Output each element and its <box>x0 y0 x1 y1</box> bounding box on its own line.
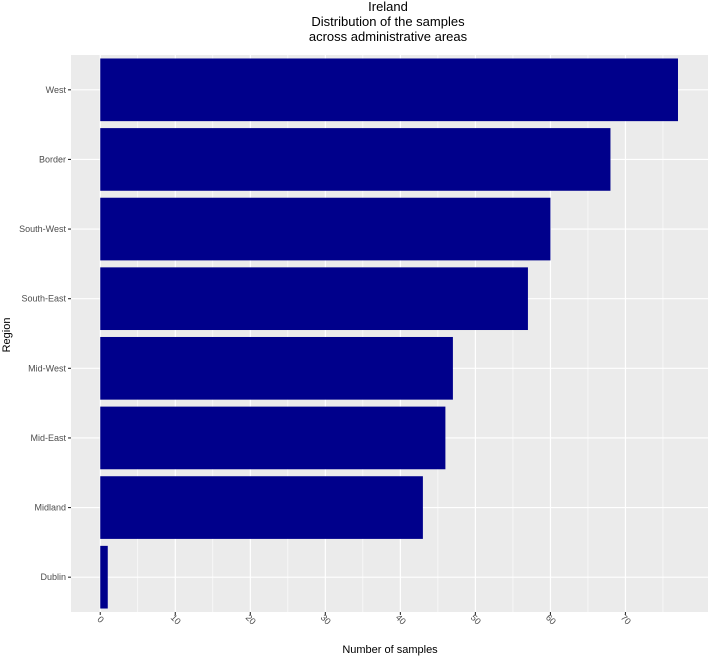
x-tick-label: 40 <box>394 612 408 626</box>
y-axis: West Border South-West South-East Mid-West Mi… <box>19 85 71 582</box>
x-tick-label: 60 <box>544 612 558 626</box>
chart-title: Ireland Distribution of the samples acro… <box>309 0 468 44</box>
y-tick-label: Mid-West <box>28 363 66 373</box>
bar-midland <box>100 476 423 539</box>
x-axis: 0 10 20 30 40 50 60 70 <box>95 612 633 627</box>
y-tick-label: West <box>46 85 67 95</box>
bar-south-west <box>100 197 551 261</box>
x-tick-label: 0 <box>95 614 106 625</box>
bars <box>100 58 678 609</box>
bar-dublin <box>100 545 108 609</box>
chart-title-line-1: Ireland <box>368 0 408 14</box>
y-tick-label: Mid-East <box>30 433 66 443</box>
bar-south-east <box>100 267 528 331</box>
x-tick-label: 50 <box>469 612 483 626</box>
x-axis-title: Number of samples <box>342 644 438 656</box>
x-tick-label: 70 <box>619 612 633 626</box>
y-tick-label: Midland <box>34 503 66 513</box>
y-axis-title: Region <box>1 318 13 353</box>
y-tick-label: Dublin <box>40 572 66 582</box>
chart-title-line-2: Distribution of the samples <box>311 14 465 29</box>
x-tick-label: 10 <box>169 612 183 626</box>
bar-mid-east <box>100 406 446 470</box>
y-tick-label: South-West <box>19 224 66 234</box>
x-tick-label: 20 <box>244 612 258 626</box>
y-tick-label: Border <box>39 154 66 164</box>
bar-mid-west <box>100 336 453 400</box>
bar-border <box>100 128 611 191</box>
chart-title-line-3: across administrative areas <box>309 29 468 44</box>
x-tick-label: 30 <box>319 612 333 626</box>
bar-west <box>100 58 678 122</box>
y-tick-label: South-East <box>21 294 66 304</box>
